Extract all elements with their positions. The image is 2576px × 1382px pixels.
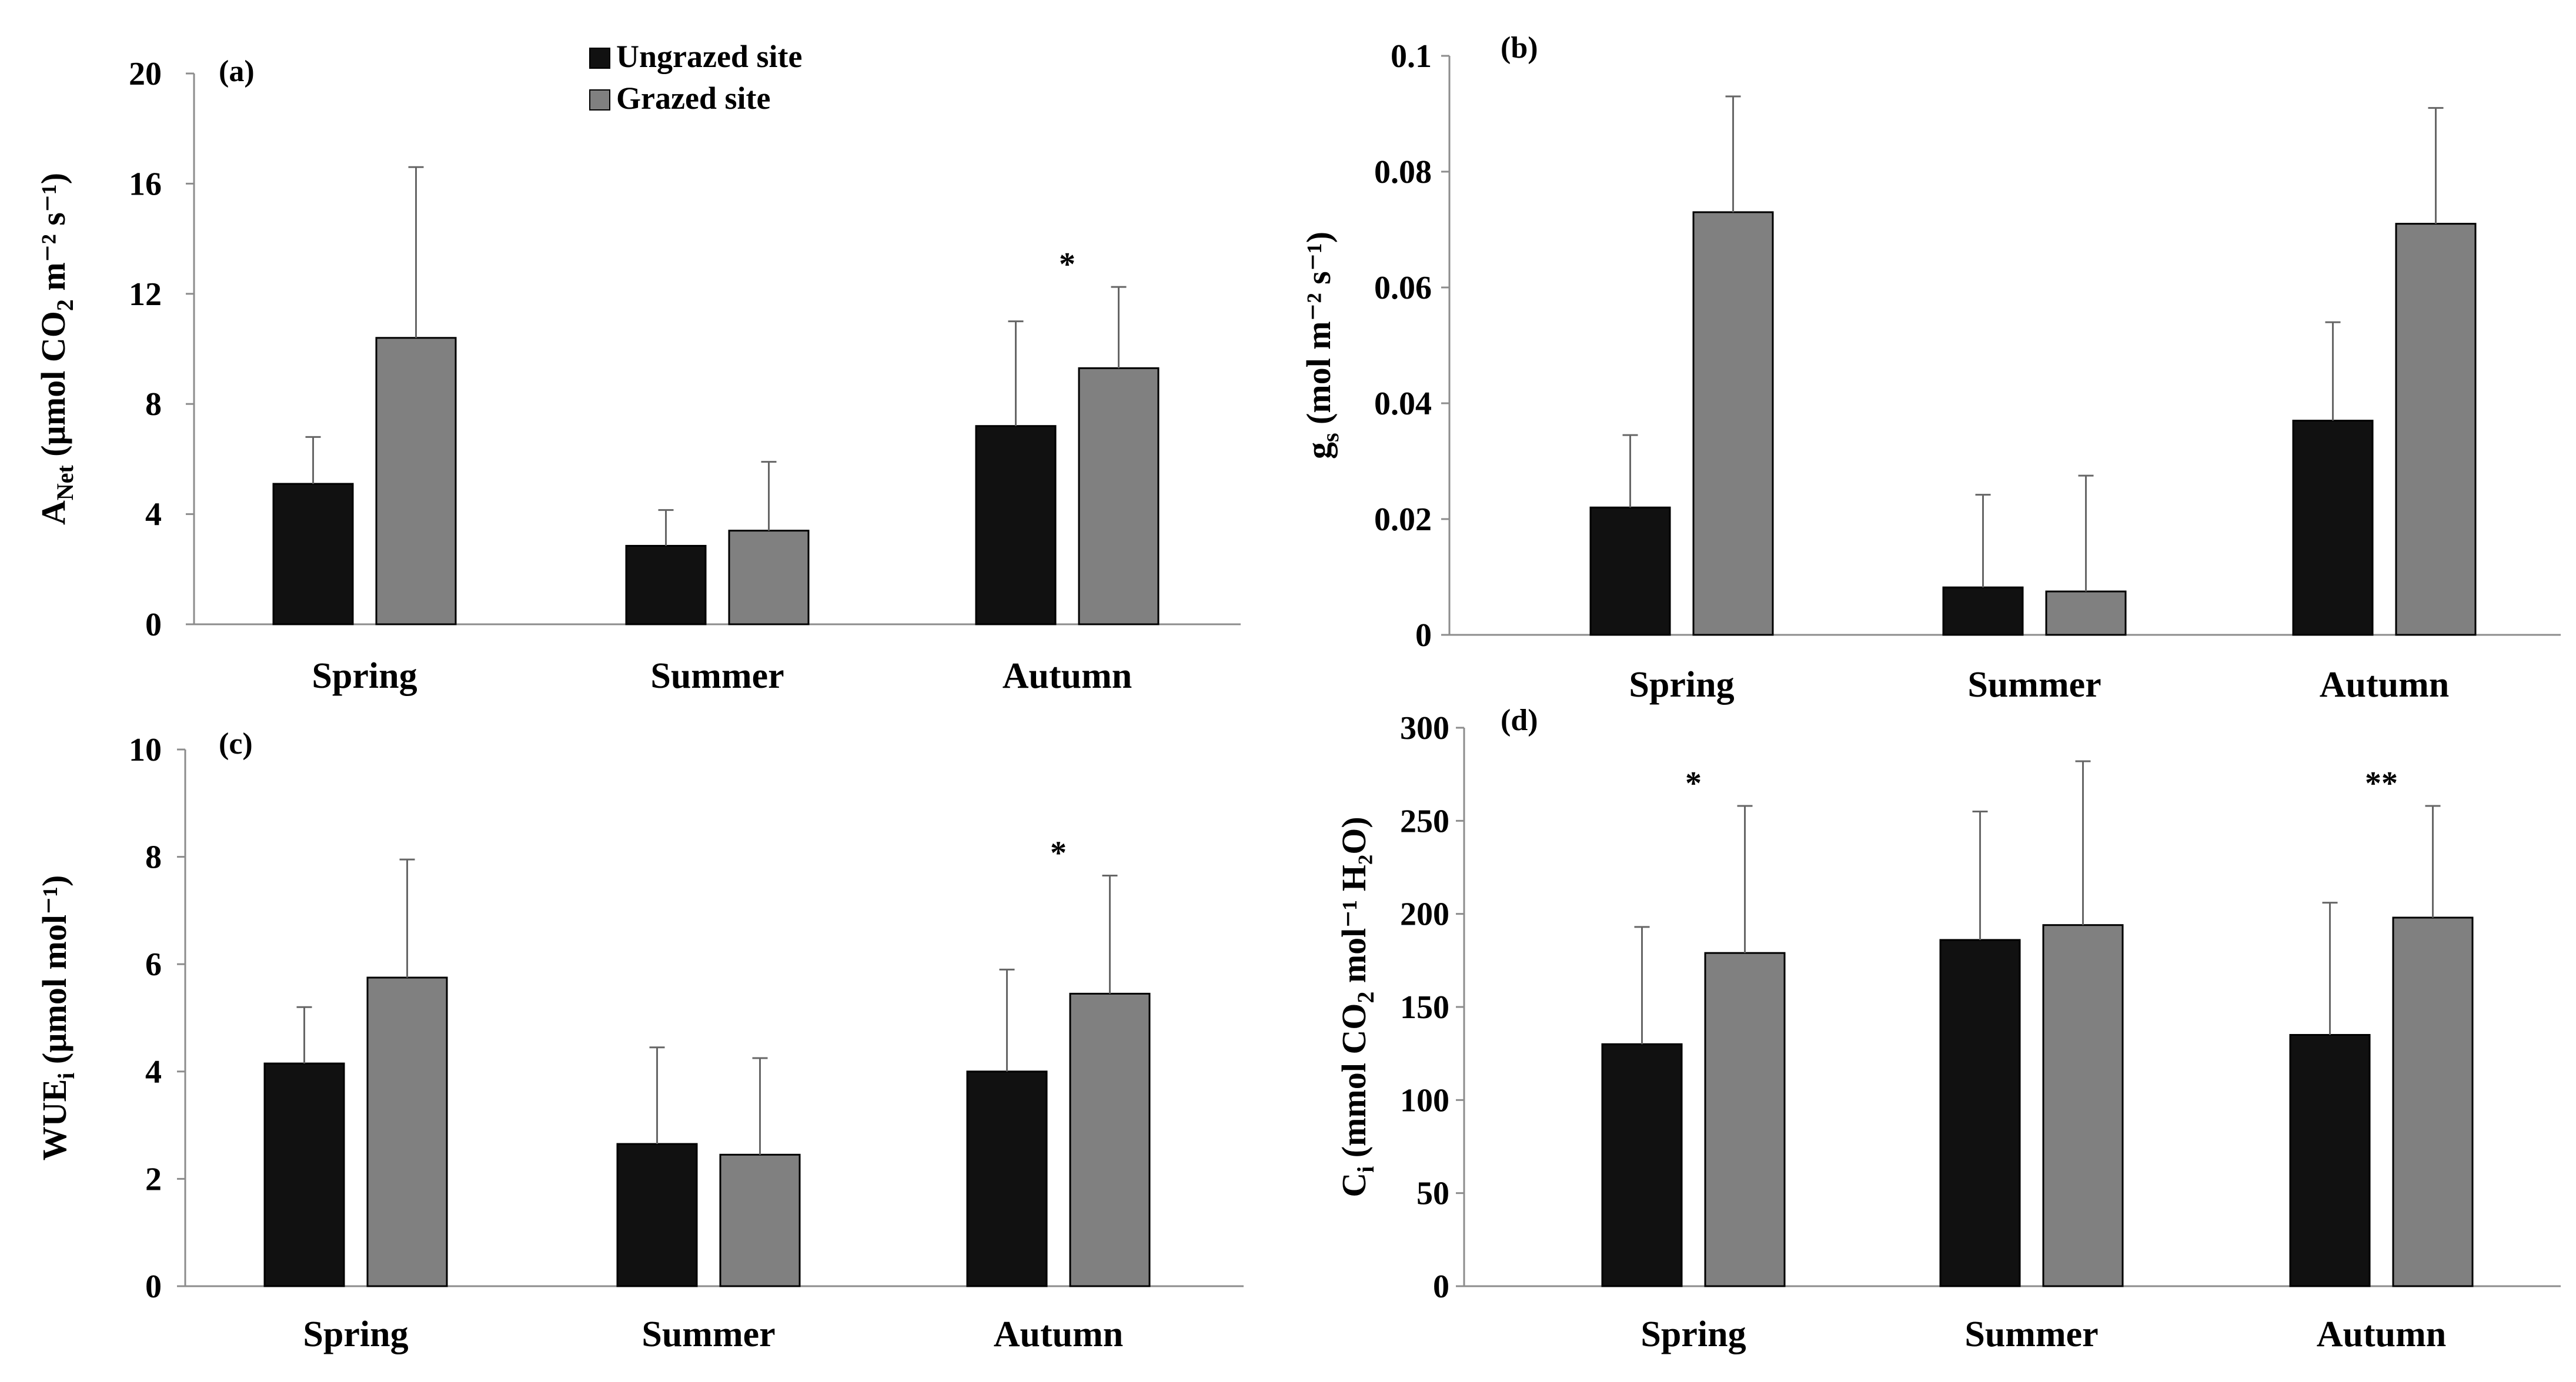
bar-ungrazed: [625, 544, 707, 625]
bar-ungrazed: [1939, 939, 2021, 1287]
significance-star: **: [2365, 765, 2398, 802]
y-tick-label: 0: [145, 1269, 162, 1305]
legend-swatch-grazed: [589, 89, 610, 111]
y-axis-title: gs (mol m⁻² s⁻¹): [1299, 232, 1344, 459]
legend-swatch-ungrazed: [589, 48, 610, 69]
y-tick-label: 0.08: [1374, 154, 1432, 190]
y-tick-label: 6: [145, 946, 162, 983]
bar-grazed: [1078, 367, 1160, 625]
bar-ungrazed: [2292, 420, 2374, 636]
y-tick-label: 10: [129, 732, 162, 768]
panel-label: (c): [219, 727, 253, 761]
bar-ungrazed: [975, 425, 1057, 625]
bar-grazed: [2392, 916, 2474, 1287]
x-category-label: Summer: [1967, 665, 2101, 705]
y-tick-label: 2: [145, 1161, 162, 1197]
x-category-label: Spring: [303, 1314, 408, 1354]
significance-star: *: [1059, 246, 1075, 283]
x-category-label: Summer: [642, 1314, 775, 1354]
y-tick-label: 250: [1400, 803, 1449, 839]
bar-grazed: [1692, 211, 1774, 636]
bar-grazed: [728, 530, 810, 625]
bar-grazed: [366, 976, 448, 1287]
x-category-label: Autumn: [2317, 1314, 2447, 1354]
y-tick-label: 0: [1433, 1269, 1449, 1305]
panel-label: (d): [1501, 704, 1538, 737]
bar-grazed: [2395, 223, 2477, 636]
y-axis-title: WUEi (µmol mol⁻¹): [35, 875, 79, 1161]
y-tick-label: 0.04: [1374, 386, 1432, 422]
significance-star: *: [1685, 765, 1702, 802]
y-tick-label: 0: [1415, 617, 1432, 654]
legend-label-ungrazed: Ungrazed site: [616, 39, 802, 74]
bar-grazed: [2042, 924, 2124, 1287]
x-category-label: Spring: [1629, 665, 1734, 705]
bar-ungrazed: [272, 483, 354, 625]
chart-panel-a: 0 4 8 12 16 20 (a) ANet (µmol CO2 m⁻² s⁻¹) Sprin…: [34, 55, 1241, 696]
y-tick-label: 16: [129, 166, 162, 202]
y-tick-label: 20: [129, 56, 162, 92]
y-tick-label: 0.1: [1391, 38, 1432, 75]
y-tick-label: 100: [1400, 1082, 1449, 1119]
x-category-label: Autumn: [1003, 656, 1132, 696]
y-tick-label: 12: [129, 276, 162, 313]
y-tick-label: 4: [145, 1054, 162, 1090]
panel-label: (b): [1501, 31, 1538, 65]
chart-panel-c: 0 2 4 6 8 10 (c) WUEi (µmol mol⁻¹) Spring Summer A…: [35, 727, 1244, 1354]
x-category-label: Autumn: [994, 1314, 1124, 1354]
x-category-label: Autumn: [2320, 665, 2450, 705]
bar-grazed: [719, 1153, 801, 1287]
bar-ungrazed: [616, 1143, 698, 1287]
bar-grazed: [375, 337, 457, 625]
bar-ungrazed: [2289, 1034, 2371, 1287]
legend-label-grazed: Grazed site: [616, 81, 770, 116]
chart-panel-b: 0 0.02 0.04 0.06 0.08 0.1 (b) gs (mol m⁻² s⁻¹) S…: [1299, 31, 2561, 705]
y-tick-label: 8: [145, 839, 162, 876]
legend: Ungrazed site Grazed site: [589, 39, 802, 116]
y-tick-label: 0.06: [1374, 270, 1432, 306]
y-tick-label: 300: [1400, 710, 1449, 747]
significance-star: *: [1050, 835, 1067, 872]
y-tick-label: 150: [1400, 989, 1449, 1026]
x-category-label: Summer: [1964, 1314, 2098, 1354]
chart-panel-d: 0 50 100 150 200 250 300 (d) Ci (mmol CO2 mol⁻¹ …: [1335, 704, 2561, 1354]
bar-grazed: [1069, 992, 1151, 1287]
panel-label: (a): [219, 55, 255, 88]
y-tick-label: 8: [145, 386, 162, 423]
bar-ungrazed: [263, 1062, 345, 1287]
y-tick-label: 200: [1400, 896, 1449, 933]
bar-ungrazed: [966, 1070, 1048, 1287]
y-tick-label: 50: [1416, 1176, 1449, 1212]
bar-ungrazed: [1589, 506, 1671, 636]
bar-ungrazed: [1601, 1043, 1683, 1287]
y-tick-label: 0: [145, 607, 162, 643]
x-category-label: Summer: [650, 656, 784, 696]
y-axis-title: Ci (mmol CO2 mol⁻¹ H₂O): [1335, 817, 1379, 1197]
y-tick-label: 0.02: [1374, 501, 1432, 538]
bar-grazed: [1704, 952, 1786, 1287]
x-category-label: Spring: [1641, 1314, 1746, 1354]
bar-ungrazed: [1942, 586, 2024, 636]
x-category-label: Spring: [312, 656, 417, 696]
y-tick-label: 4: [145, 497, 162, 533]
bar-grazed: [2045, 590, 2127, 636]
y-axis-title: ANet (µmol CO2 m⁻² s⁻¹): [34, 173, 78, 525]
